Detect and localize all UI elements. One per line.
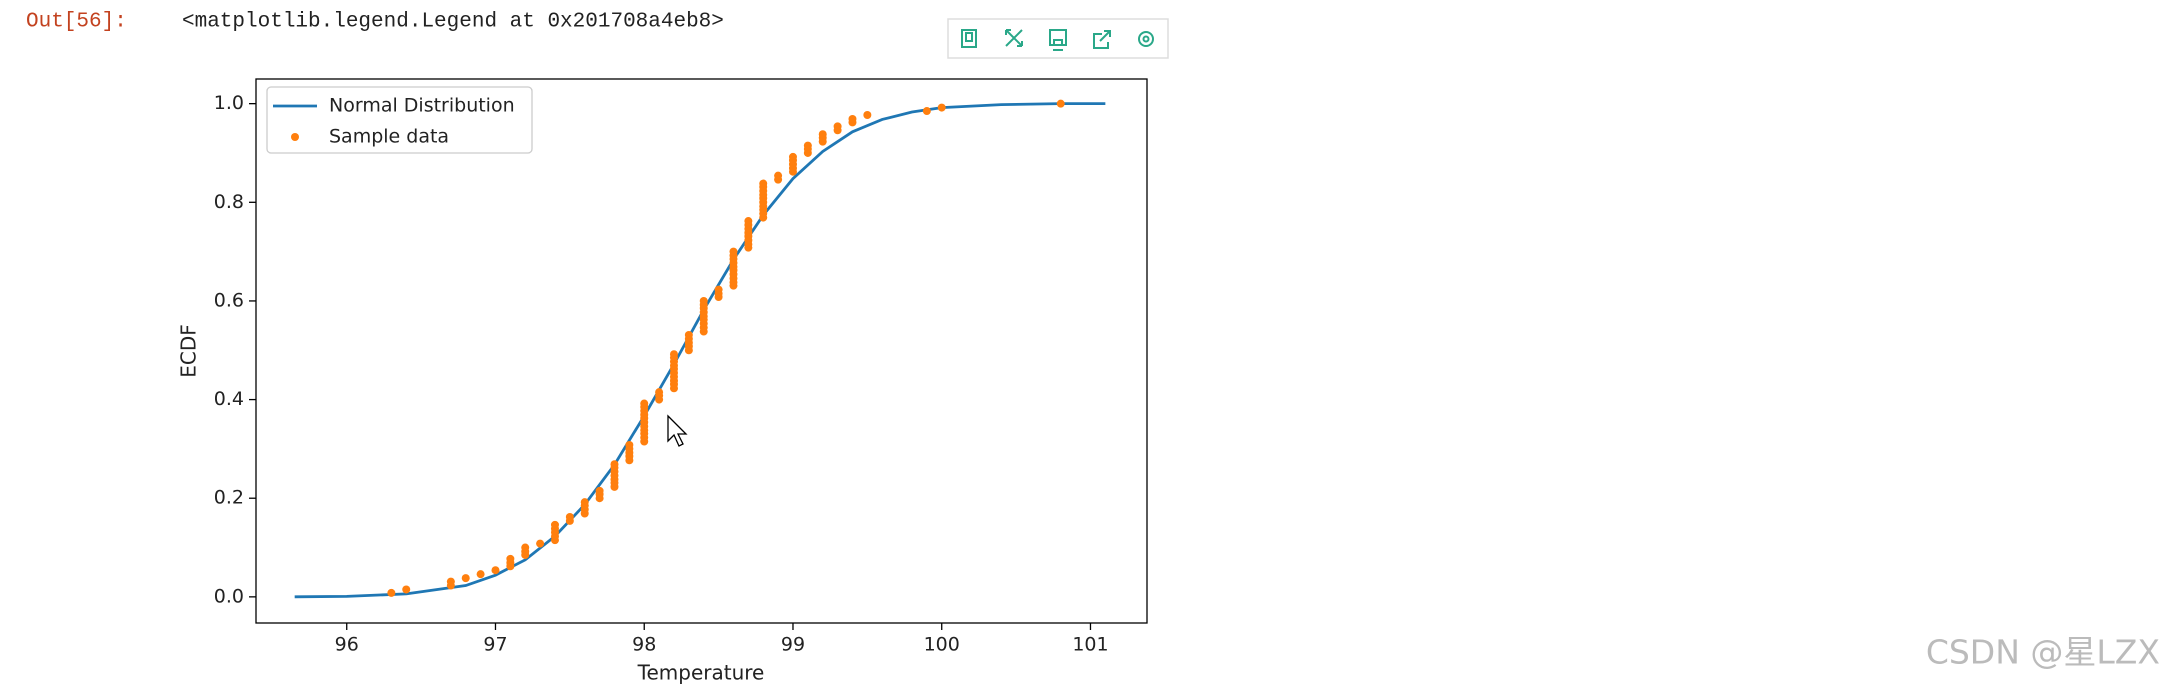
y-axis-label: ECDF [177, 324, 201, 378]
save-button[interactable] [1049, 29, 1067, 51]
sample-point [669, 350, 678, 359]
sample-point [937, 103, 946, 112]
sample-point [625, 440, 634, 449]
sample-point [461, 574, 470, 583]
y-tick-label: 1.0 [214, 92, 244, 114]
x-tick-label: 99 [781, 634, 805, 656]
sample-point [699, 296, 708, 305]
sample-point [550, 520, 559, 529]
sample-point [446, 577, 455, 586]
sample-point [729, 247, 738, 256]
x-tick-label: 100 [924, 634, 960, 656]
y-tick-label: 0.6 [214, 289, 244, 311]
sample-point [788, 152, 797, 161]
chart: 96 97 98 99 100 101 0.0 0.2 0.4 0.6 0.8 1.0 Normal D… [214, 86, 1109, 656]
plot-area [255, 78, 1148, 624]
sample-point [774, 171, 783, 180]
x-tick-label: 97 [483, 634, 507, 656]
sample-point [714, 285, 723, 294]
share-button[interactable] [1093, 30, 1111, 49]
y-tick-label: 0.2 [214, 487, 244, 509]
legend-label: Sample data [329, 126, 449, 148]
legend-label: Normal Distribution [329, 95, 515, 117]
watermark: CSDN @星LZX [1926, 633, 2160, 672]
sample-point [863, 111, 872, 120]
sample-point [402, 585, 411, 594]
mouse-cursor [667, 414, 688, 447]
sample-point [833, 122, 842, 131]
toolbar-frame [947, 18, 1169, 59]
y-tick-label: 0.8 [214, 191, 244, 213]
copy-button[interactable] [961, 29, 977, 48]
sample-point [759, 179, 768, 188]
sample-point [580, 498, 589, 507]
sample-point [744, 217, 753, 226]
sample-point [521, 543, 530, 552]
toolbar [947, 18, 1169, 59]
y-tick-label: 0.0 [214, 585, 244, 607]
sample-point [1056, 99, 1065, 108]
legend-marker [291, 133, 299, 141]
y-tick-label: 0.4 [214, 388, 244, 410]
sample-point [387, 588, 396, 597]
x-axis-label: Temperature [637, 661, 765, 685]
sample-point [506, 554, 515, 563]
sample-point [595, 486, 604, 495]
settings-button[interactable] [1138, 31, 1154, 47]
sample-point [640, 399, 649, 408]
sample-point [565, 512, 574, 521]
x-tick-label: 96 [335, 634, 359, 656]
sample-point [491, 566, 500, 575]
sample-point [610, 460, 619, 469]
expand-button[interactable] [1005, 29, 1023, 47]
sample-point [536, 539, 545, 548]
output-text: <matplotlib.legend.Legend at 0x201708a4e… [182, 11, 724, 34]
sample-point [684, 330, 693, 339]
sample-point [922, 107, 931, 116]
x-tick-label: 101 [1072, 634, 1108, 656]
sample-point [803, 141, 812, 150]
sample-point [476, 570, 485, 579]
sample-point [848, 114, 857, 123]
sample-point [818, 130, 827, 139]
legend-frame [266, 86, 533, 154]
output-prompt: Out[56]: [26, 11, 127, 34]
sample-point [655, 388, 664, 397]
x-tick-label: 98 [632, 634, 656, 656]
legend: Normal Distribution Sample data [266, 86, 533, 154]
